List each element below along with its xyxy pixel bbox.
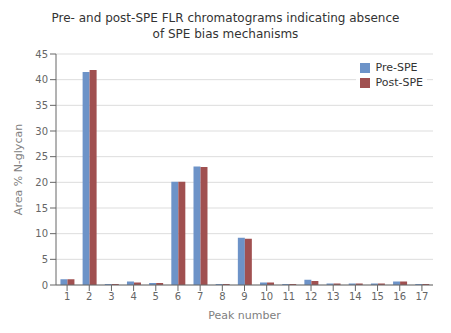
svg-text:2: 2 bbox=[86, 291, 92, 302]
svg-text:17: 17 bbox=[416, 291, 429, 302]
svg-text:35: 35 bbox=[35, 100, 48, 111]
svg-text:0: 0 bbox=[42, 280, 48, 291]
svg-text:16: 16 bbox=[393, 291, 406, 302]
svg-text:45: 45 bbox=[35, 49, 48, 60]
html-text:of SPE bias mechanisms: of SPE bias mechanisms bbox=[152, 27, 299, 41]
svg-text:5: 5 bbox=[42, 254, 48, 265]
svg-text:7: 7 bbox=[197, 291, 203, 302]
svg-text:6: 6 bbox=[175, 291, 181, 302]
svg-text:3: 3 bbox=[108, 291, 114, 302]
svg-text:10: 10 bbox=[260, 291, 273, 302]
svg-text:10: 10 bbox=[35, 228, 48, 239]
svg-text:1: 1 bbox=[64, 291, 70, 302]
html-text:Pre- and post-SPE FLR chromato: Pre- and post-SPE FLR chromatograms indi… bbox=[51, 11, 400, 25]
svg-text:40: 40 bbox=[35, 74, 48, 85]
svg-text:15: 15 bbox=[35, 203, 48, 214]
svg-text:15: 15 bbox=[371, 291, 384, 302]
svg-text:20: 20 bbox=[35, 177, 48, 188]
svg-text:Peak number: Peak number bbox=[208, 309, 281, 322]
svg-text:11: 11 bbox=[282, 291, 295, 302]
svg-text:8: 8 bbox=[219, 291, 225, 302]
svg-text:Area % N-glycan: Area % N-glycan bbox=[12, 124, 25, 215]
html-text:Post-SPE: Post-SPE bbox=[375, 76, 423, 89]
svg-text:9: 9 bbox=[241, 291, 247, 302]
svg-text:13: 13 bbox=[327, 291, 340, 302]
svg-text:25: 25 bbox=[35, 151, 48, 162]
svg-text:14: 14 bbox=[349, 291, 362, 302]
html-text:Pre-SPE: Pre-SPE bbox=[375, 61, 418, 74]
svg-text:5: 5 bbox=[153, 291, 159, 302]
svg-text:4: 4 bbox=[130, 291, 136, 302]
svg-text:12: 12 bbox=[305, 291, 318, 302]
svg-text:30: 30 bbox=[35, 126, 48, 137]
